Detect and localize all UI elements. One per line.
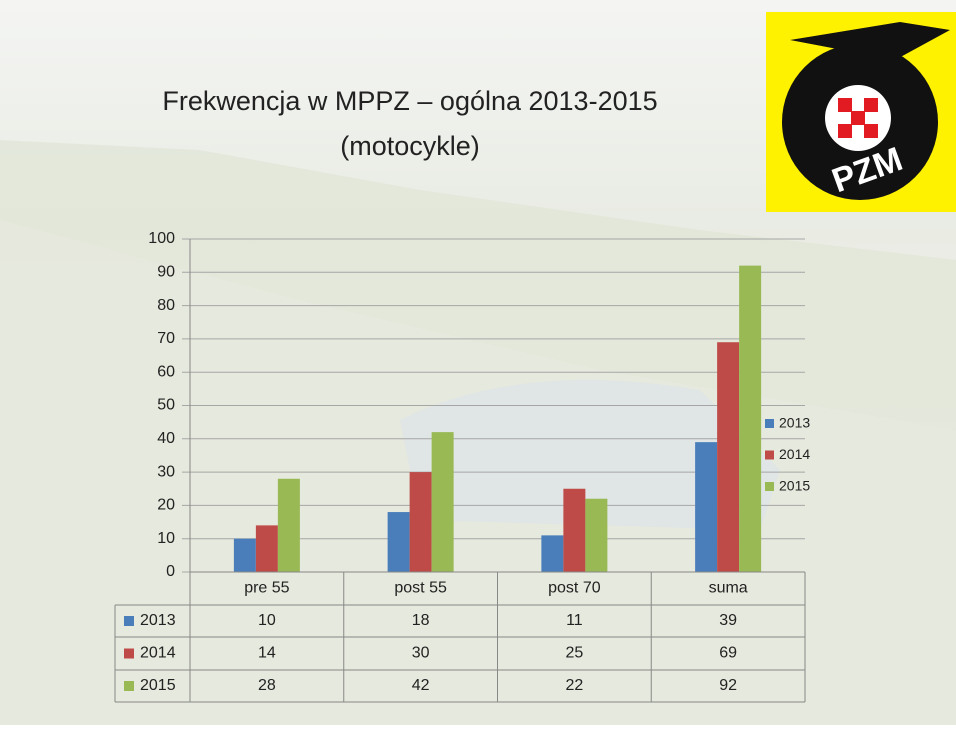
y-tick-label: 0 [166,563,175,580]
table-cell: 25 [565,645,583,662]
y-tick-label: 60 [157,363,175,380]
x-tick-label: post 55 [394,580,447,597]
table-cell: 28 [258,677,276,694]
table-cell: 30 [412,645,430,662]
table-swatch [124,681,134,691]
table-cell: 39 [719,612,737,629]
bar [563,489,585,572]
table-cell: 92 [719,677,737,694]
table-row-label: 2014 [140,645,176,662]
table-cell: 42 [412,677,430,694]
logo-check [838,124,852,138]
x-tick-label: post 70 [548,580,601,597]
bar [256,525,278,572]
table-cell: 69 [719,645,737,662]
bar [278,479,300,572]
logo-check [864,124,878,138]
bar [739,266,761,572]
y-tick-label: 50 [157,397,175,414]
table-cell: 11 [566,612,583,629]
table-cell: 10 [258,612,276,629]
y-tick-label: 10 [157,530,175,547]
bar [717,342,739,572]
table-row-label: 2013 [140,612,176,629]
y-tick-label: 30 [157,463,175,480]
slide: Frekwencja w MPPZ – ogólna 2013-2015 (mo… [0,0,956,725]
bar [695,442,717,572]
chart-subtitle: (motocykle) [340,131,480,161]
table-cell: 22 [565,677,583,694]
legend-label: 2014 [779,446,810,462]
table-row-label: 2015 [140,677,176,694]
bar [541,535,563,572]
bar [234,539,256,572]
bar [410,472,432,572]
bar [388,512,410,572]
x-tick-label: suma [709,580,748,597]
legend-label: 2013 [779,415,810,431]
logo-check [838,98,852,112]
legend-label: 2015 [779,478,810,494]
y-tick-label: 100 [148,230,175,247]
y-tick-label: 80 [157,297,175,314]
legend-swatch [765,451,774,460]
logo-check [864,98,878,112]
x-tick-label: pre 55 [244,580,289,597]
logo-check [851,111,865,125]
bar [585,499,607,572]
bar [432,432,454,572]
table-cell: 14 [258,645,276,662]
y-tick-label: 40 [157,430,175,447]
chart-title: Frekwencja w MPPZ – ogólna 2013-2015 [162,86,657,116]
table-swatch [124,616,134,626]
legend-swatch [765,419,774,428]
y-tick-label: 70 [157,330,175,347]
y-tick-label: 90 [157,264,175,281]
table-cell: 18 [412,612,430,629]
y-tick-label: 20 [157,497,175,514]
logo: PZM [766,12,956,212]
legend-swatch [765,482,774,491]
table-swatch [124,649,134,659]
